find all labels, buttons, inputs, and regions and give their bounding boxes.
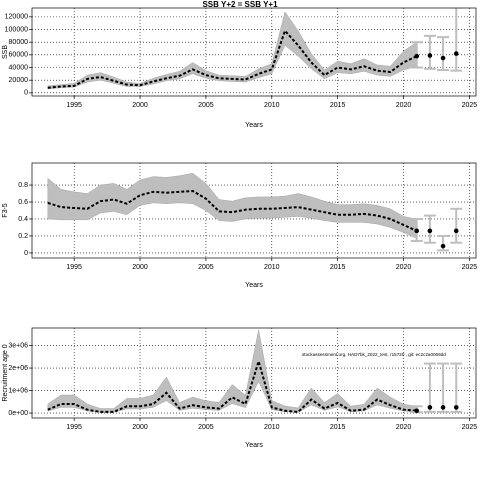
confidence-band [47,329,417,413]
x-tick-label: 2005 [198,264,214,271]
y-tick-label: 100000 [5,26,28,33]
plot-frame [31,162,477,259]
y-axis-label: SSB [2,45,9,59]
y-tick-label: 80000 [9,39,29,46]
estimate-line [47,357,417,413]
y-tick-label: 60000 [9,52,29,59]
y-tick-label: 0.2 [18,233,28,240]
y-tick-label: 1e+06 [8,387,28,394]
y-tick-label: 3e+06 [8,342,28,349]
plot [32,8,476,96]
x-tick-label: 2010 [264,264,280,271]
x-tick-label: 2025 [462,102,478,109]
chart-title: SSB Y+2 = SSB Y+1 [202,0,278,9]
y-tick-label: 0.6 [18,199,28,206]
y-tick-label: 2e+06 [8,365,28,372]
x-axis-label: Years [245,282,263,289]
x-axis-label: Years [245,442,263,449]
y-tick-label: 20000 [9,77,29,84]
y-tick-label: 0 [24,250,28,257]
y-axis-label: Recruitment age 0 [2,344,9,401]
y-tick-label: 0e+00 [8,410,28,417]
x-tick-label: 2015 [330,264,346,271]
forecast-point [427,405,433,410]
x-tick-label: 2000 [132,102,148,109]
y-tick-label: 120000 [5,14,28,21]
forecast-point [453,51,459,56]
estimate-line [47,189,418,232]
confidence-band [47,172,417,239]
y-tick-label: 0.8 [18,182,28,189]
x-tick-label: 2010 [264,102,280,109]
x-tick-label: 2000 [132,424,148,431]
forecast-point [427,53,433,58]
x-tick-label: 1995 [66,102,82,109]
plot-frame [31,327,477,419]
x-tick-label: 2015 [330,102,346,109]
estimate-line [47,28,418,89]
y-tick-label: 0.4 [18,216,28,223]
x-tick-label: 2005 [198,424,214,431]
x-tick-label: 2020 [396,102,412,109]
x-tick-label: 1995 [66,264,82,271]
x-tick-label: 2020 [396,264,412,271]
x-axis-label: Years [245,122,263,129]
x-tick-label: 2015 [330,424,346,431]
y-axis-label: F3-5 [2,203,9,218]
forecast-point [453,405,459,410]
forecast-point [414,408,420,414]
y-tick-label: 0 [24,90,28,97]
x-tick-label: 2005 [198,102,214,109]
forecast-point [440,55,446,61]
x-tick-label: 2000 [132,264,148,271]
x-tick-label: 1995 [66,424,82,431]
plot [32,163,476,258]
forecast-point [414,53,420,59]
forecast-point [414,228,420,234]
forecast-point [453,228,459,234]
y-tick-label: 40000 [9,64,29,71]
plot: stockassessment.org, HAD7bk_2022_test, r… [32,328,476,418]
x-tick-label: 2020 [396,424,412,431]
forecast-point [440,405,446,410]
annotation: stockassessment.org, HAD7bk_2022_test, r… [302,352,446,357]
x-tick-label: 2025 [462,424,478,431]
plot-frame [31,7,477,97]
forecast-point [427,228,433,234]
forecast-point [440,243,446,249]
x-tick-label: 2010 [264,424,280,431]
x-tick-label: 2025 [462,264,478,271]
